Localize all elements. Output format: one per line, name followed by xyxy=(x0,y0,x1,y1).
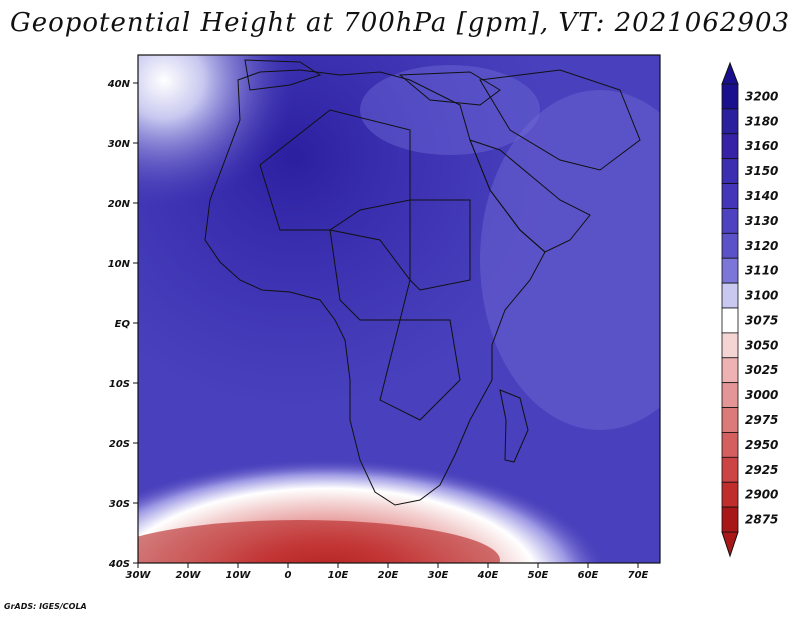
colorbar-level-label: 3025 xyxy=(745,363,778,377)
colorbar-level-label: 3180 xyxy=(745,114,778,128)
colorbar-level-label: 3200 xyxy=(745,89,778,103)
colorbar-level-label: 3140 xyxy=(745,189,778,203)
colorbar-swatch xyxy=(721,83,739,110)
colorbar-swatch xyxy=(721,158,739,184)
colorbar-level-label: 3130 xyxy=(745,214,778,228)
colorbar-level-label: 3075 xyxy=(745,313,778,327)
lon-label-0: 0 xyxy=(285,570,292,581)
colorbar-top-arrow xyxy=(721,61,739,85)
colorbar-level-label: 2900 xyxy=(745,488,778,502)
colorbar-level-label: 3100 xyxy=(745,289,778,303)
colorbar-level-label: 3000 xyxy=(745,388,778,402)
lon-label-50e: 50E xyxy=(528,570,549,581)
chart-title: Geopotential Height at 700hPa [gpm], VT:… xyxy=(9,8,791,38)
lat-label-10s: 10S xyxy=(109,379,130,390)
colorbar-swatch xyxy=(721,232,739,259)
colorbar-swatch xyxy=(721,456,739,483)
colorbar-swatch xyxy=(721,357,739,384)
credit-text: GrADS: IGES/COLA xyxy=(4,602,87,611)
colorbar-level-label: 3110 xyxy=(745,264,778,278)
colorbar-level-label: 3120 xyxy=(745,239,778,253)
lat-label-30s: 30S xyxy=(109,499,130,510)
lat-axis: 40S 30S 20S 10S EQ 10N 20N 30N 40N xyxy=(107,79,138,570)
lon-label-40e: 40E xyxy=(477,570,499,581)
colorbar-swatch xyxy=(721,407,739,433)
colorbar-swatch xyxy=(721,133,739,160)
lat-label-eq: EQ xyxy=(115,319,131,330)
colorbar: 3200 3180 3160 3150 3140 3130 3120 3110 3100 3075… xyxy=(721,61,778,558)
lon-axis: 30W 20W 10W 0 10E 20E 30E 40E 50E 60E 70… xyxy=(126,563,649,581)
lon-label-30e: 30E xyxy=(428,570,449,581)
lon-label-70e: 70E xyxy=(628,570,649,581)
colorbar-level-label: 3050 xyxy=(745,338,778,352)
colorbar-swatch xyxy=(721,257,739,284)
colorbar-swatch xyxy=(721,481,739,508)
colorbar-swatch xyxy=(721,282,739,309)
colorbar-swatch xyxy=(721,183,739,209)
lon-label-20w: 20W xyxy=(176,570,202,581)
lat-label-20s: 20S xyxy=(109,439,130,450)
colorbar-swatch xyxy=(721,432,739,458)
colorbar-level-label: 2925 xyxy=(745,463,778,477)
colorbar-swatch xyxy=(721,506,739,533)
lat-label-10n: 10N xyxy=(108,259,131,270)
lon-label-60e: 60E xyxy=(578,570,599,581)
height-field xyxy=(138,55,660,563)
colorbar-bottom-arrow xyxy=(721,531,739,558)
lon-label-30w: 30W xyxy=(126,570,152,581)
lon-label-10w: 10W xyxy=(226,570,252,581)
colorbar-level-label: 3150 xyxy=(745,164,778,178)
colorbar-swatch xyxy=(721,332,739,359)
colorbar-swatch xyxy=(721,382,739,408)
lat-label-30n: 30N xyxy=(108,139,131,150)
lon-label-10e: 10E xyxy=(328,570,349,581)
colorbar-swatch xyxy=(721,108,739,135)
coastlines xyxy=(204,59,641,506)
colorbar-swatch xyxy=(721,307,739,334)
lat-label-20n: 20N xyxy=(108,199,131,210)
lon-label-20e: 20E xyxy=(378,570,399,581)
lat-label-40s: 40S xyxy=(108,559,130,570)
colorbar-level-label: 2975 xyxy=(745,413,778,427)
colorbar-level-label: 2950 xyxy=(745,438,778,452)
colorbar-level-label: 3160 xyxy=(745,139,778,153)
colorbar-level-label: 2875 xyxy=(745,513,778,527)
colorbar-swatch xyxy=(721,208,739,234)
plot-frame xyxy=(137,54,661,564)
lat-label-40n: 40N xyxy=(107,79,131,90)
